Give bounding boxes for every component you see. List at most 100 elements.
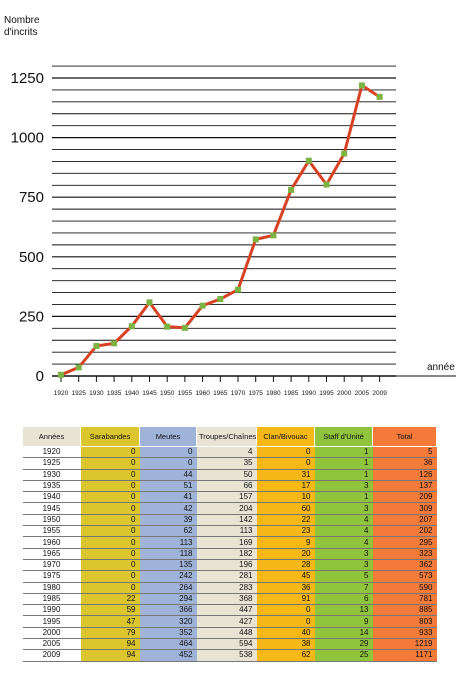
- column-header-troupes: Troupes/Chaînes: [196, 426, 257, 447]
- cell-meutes: 135: [139, 559, 197, 572]
- table-row: 1980 0 264 283 36 7 590: [22, 582, 437, 594]
- cell-sarabandes: 0: [80, 559, 140, 572]
- cell-sarabandes: 0: [80, 548, 140, 560]
- cell-clan: 0: [256, 457, 315, 470]
- cell-clan: 9: [256, 536, 315, 549]
- data-point: [93, 342, 100, 349]
- cell-clan: 0: [256, 615, 315, 628]
- cell-meutes: 320: [139, 615, 197, 628]
- cell-staff: 5: [314, 570, 373, 583]
- data-point: [288, 186, 295, 193]
- column-header-staff: Staff d'Unité: [314, 426, 373, 447]
- y-axis-title-line2: d'incrits: [4, 27, 38, 38]
- cell-troupes: 448: [196, 627, 257, 640]
- y-axis-title-line1: Nombre: [4, 15, 40, 26]
- cell-annees: 1920: [22, 446, 81, 459]
- cell-staff: 7: [314, 582, 373, 594]
- cell-clan: 10: [256, 491, 315, 504]
- cell-staff: 1: [314, 469, 373, 481]
- cell-meutes: 42: [139, 502, 197, 515]
- table-row: 1960 0 113 169 9 4 295: [22, 536, 437, 549]
- table-row: 1990 59 366 447 0 13 885: [22, 604, 437, 617]
- cell-sarabandes: 0: [80, 582, 140, 594]
- cell-troupes: 368: [196, 593, 257, 606]
- cell-annees: 1945: [22, 502, 81, 515]
- x-axis-title: année: [427, 362, 455, 373]
- data-point: [341, 150, 348, 157]
- table-row: 1985 22 294 368 91 6 781: [22, 593, 437, 606]
- cell-sarabandes: 0: [80, 570, 140, 583]
- x-tick-label: 2005: [355, 390, 370, 397]
- cell-meutes: 452: [139, 649, 197, 662]
- cell-sarabandes: 79: [80, 627, 140, 640]
- x-tick-label: 1920: [54, 390, 69, 397]
- x-tick-label: 1970: [231, 390, 246, 397]
- cell-annees: 1990: [22, 604, 81, 617]
- table-row: 1965 0 118 182 20 3 323: [22, 548, 437, 560]
- cell-troupes: 182: [196, 548, 257, 560]
- cell-troupes: 594: [196, 638, 257, 651]
- x-tick-label: 1935: [107, 390, 122, 397]
- cell-staff: 4: [314, 525, 373, 538]
- cell-sarabandes: 0: [80, 514, 140, 527]
- cell-annees: 2009: [22, 649, 81, 662]
- data-point: [146, 299, 153, 306]
- data-table-container: Années Sarabandes Meutes Troupes/Chaînes Cla…: [22, 426, 437, 662]
- cell-clan: 0: [256, 446, 315, 459]
- cell-total: 323: [372, 548, 437, 560]
- x-tick-label: 2000: [337, 390, 352, 397]
- cell-meutes: 0: [139, 457, 197, 470]
- x-tick-label: 1995: [319, 390, 334, 397]
- cell-clan: 91: [256, 593, 315, 606]
- cell-sarabandes: 0: [80, 491, 140, 504]
- x-tick-label: 2009: [372, 390, 387, 397]
- cell-troupes: 142: [196, 514, 257, 527]
- cell-clan: 60: [256, 502, 315, 515]
- cell-troupes: 50: [196, 469, 257, 481]
- cell-meutes: 41: [139, 491, 197, 504]
- chart-series: [58, 82, 383, 378]
- x-tick-label: 1990: [302, 390, 317, 397]
- cell-staff: 1: [314, 491, 373, 504]
- cell-sarabandes: 0: [80, 457, 140, 470]
- data-table: Années Sarabandes Meutes Troupes/Chaînes Cla…: [22, 426, 437, 662]
- data-point: [58, 371, 64, 378]
- x-tick-label: 1950: [160, 390, 175, 397]
- cell-total: 933: [372, 627, 437, 640]
- cell-meutes: 464: [139, 638, 197, 651]
- cell-meutes: 39: [139, 514, 197, 527]
- cell-meutes: 352: [139, 627, 197, 640]
- cell-annees: 1980: [22, 582, 81, 594]
- cell-clan: 45: [256, 570, 315, 583]
- cell-staff: 4: [314, 514, 373, 527]
- cell-staff: 3: [314, 559, 373, 572]
- data-point: [217, 295, 224, 302]
- cell-total: 309: [372, 502, 437, 515]
- cell-troupes: 283: [196, 582, 257, 594]
- table-row: 2000 79 352 448 40 14 933: [22, 627, 437, 640]
- cell-sarabandes: 47: [80, 615, 140, 628]
- cell-troupes: 66: [196, 480, 257, 493]
- cell-clan: 38: [256, 638, 315, 651]
- cell-annees: 1985: [22, 593, 81, 606]
- cell-sarabandes: 0: [80, 536, 140, 549]
- cell-sarabandes: 22: [80, 593, 140, 606]
- cell-staff: 25: [314, 649, 373, 662]
- cell-meutes: 62: [139, 525, 197, 538]
- cell-staff: 1: [314, 457, 373, 470]
- data-point: [235, 286, 241, 293]
- cell-staff: 9: [314, 615, 373, 628]
- table-row: 1950 0 39 142 22 4 207: [22, 514, 437, 527]
- cell-annees: 1935: [22, 480, 81, 493]
- cell-sarabandes: 0: [80, 480, 140, 493]
- x-tick-label: 1955: [178, 390, 193, 397]
- cell-total: 5: [372, 446, 437, 459]
- cell-total: 885: [372, 604, 437, 617]
- y-tick-label: 500: [19, 249, 44, 266]
- table-row: 1975 0 242 281 45 5 573: [22, 570, 437, 583]
- cell-total: 803: [372, 615, 437, 628]
- cell-troupes: 538: [196, 649, 257, 662]
- y-tick-label: 1000: [11, 130, 44, 147]
- x-axis-labels: 1920 1925 1930 1935 1940 1945 1950 1955 1960 1965…: [54, 376, 387, 397]
- y-axis-labels: 0 250 500 750 1000 1250: [11, 70, 44, 385]
